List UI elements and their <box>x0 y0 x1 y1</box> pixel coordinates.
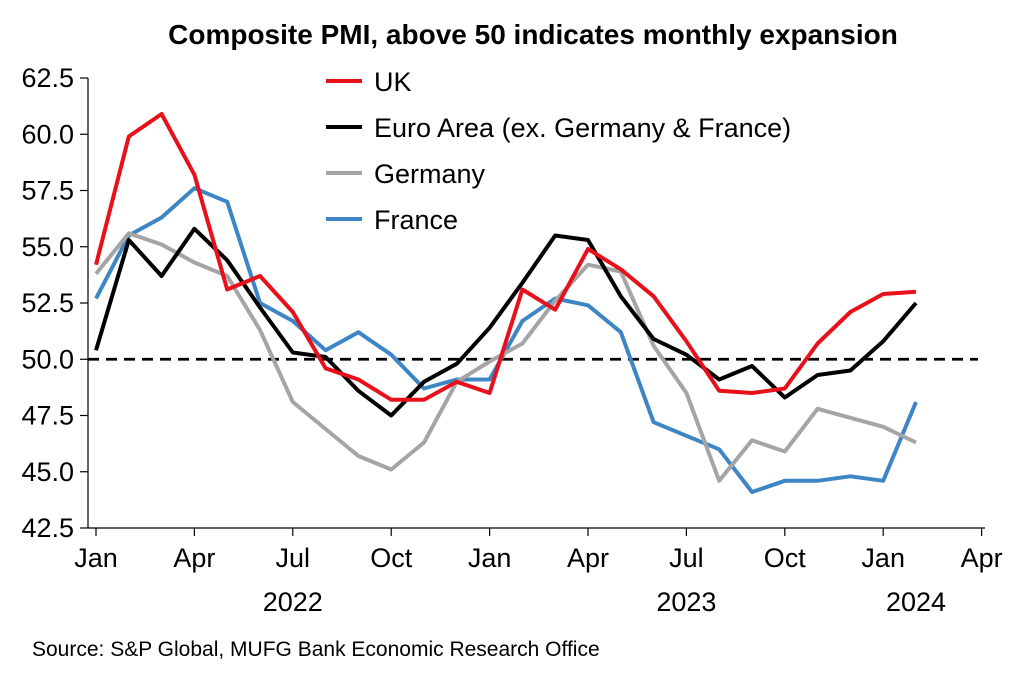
legend-label-euro-area-ex-germany-france: Euro Area (ex. Germany & France) <box>374 113 791 143</box>
legend-label-germany: Germany <box>374 159 486 189</box>
series-lines <box>94 112 918 494</box>
y-tick-label: 52.5 <box>21 288 74 318</box>
year-label: 2024 <box>886 587 946 617</box>
y-tick-label: 57.5 <box>21 176 74 206</box>
chart-title: Composite PMI, above 50 indicates monthl… <box>168 19 898 50</box>
x-tick-label: Jul <box>669 543 704 573</box>
x-tick-label: Oct <box>370 543 413 573</box>
year-label: 2022 <box>263 587 323 617</box>
y-tick-label: 55.0 <box>21 232 74 262</box>
y-ticks: 62.5 60.0 57.5 55.0 52.5 50.0 47.5 45.0 42.5 <box>21 63 88 543</box>
y-tick-label: 60.0 <box>21 119 74 149</box>
legend-label-france: France <box>374 205 458 235</box>
source-note: Source: S&P Global, MUFG Bank Economic R… <box>32 638 600 661</box>
x-tick-label: Apr <box>173 543 215 573</box>
x-tick-label: Apr <box>961 543 1003 573</box>
x-tick-label: Jul <box>276 543 311 573</box>
series-line-germany <box>94 231 917 483</box>
x-tick-label: Oct <box>764 543 807 573</box>
year-labels: 2022 2023 2024 <box>263 587 946 617</box>
series-line-euro-area-ex-germany-france <box>94 226 918 418</box>
y-tick-label: 42.5 <box>21 513 74 543</box>
x-tick-label: Jan <box>74 543 118 573</box>
y-tick-label: 50.0 <box>21 344 74 374</box>
x-ticks: Jan Apr Jul Oct Jan Apr Jul Oct Jan Apr <box>74 528 1003 573</box>
series-line-uk <box>94 112 917 402</box>
plot-area: 62.5 60.0 57.5 55.0 52.5 50.0 47.5 45.0 42.5 Jan… <box>21 63 1002 617</box>
year-label: 2023 <box>656 587 716 617</box>
y-tick-label: 62.5 <box>21 63 74 93</box>
x-tick-label: Apr <box>567 543 609 573</box>
legend-label-uk: UK <box>374 67 412 97</box>
legend: UK Euro Area (ex. Germany & France) German… <box>326 67 791 235</box>
y-tick-label: 47.5 <box>21 401 74 431</box>
x-tick-label: Jan <box>861 543 905 573</box>
y-tick-label: 45.0 <box>21 457 74 487</box>
x-tick-label: Jan <box>468 543 512 573</box>
